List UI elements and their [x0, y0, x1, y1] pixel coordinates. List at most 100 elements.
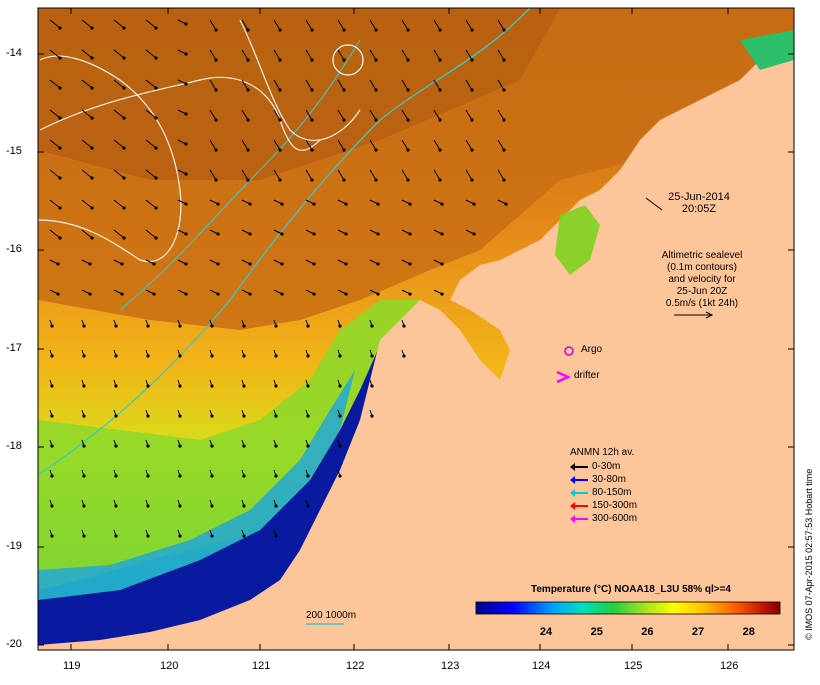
y-tick-label: -18	[6, 440, 22, 452]
velocity-arrowhead	[502, 58, 506, 62]
velocity-arrowhead	[122, 176, 126, 180]
velocity-arrow	[369, 19, 377, 31]
velocity-arrowhead	[154, 146, 158, 150]
isobath-1000m	[37, 7, 531, 476]
velocity-arrow	[497, 79, 505, 91]
isobath-scale-label: 200 1000m	[306, 610, 357, 621]
velocity-arrowhead	[210, 534, 214, 538]
altimetry-line: and velocity for	[668, 274, 736, 285]
velocity-arrow	[401, 49, 409, 61]
velocity-arrowhead	[408, 292, 412, 296]
velocity-arrowhead	[374, 148, 378, 152]
velocity-arrowhead	[342, 58, 346, 62]
velocity-arrowhead	[246, 118, 250, 122]
velocity-arrow	[369, 49, 377, 61]
sealevel-contour	[332, 44, 364, 76]
velocity-arrowhead	[242, 384, 246, 388]
velocity-arrowhead	[248, 202, 252, 206]
colorbar	[475, 601, 781, 615]
velocity-arrowhead	[184, 172, 188, 176]
velocity-arrowhead	[214, 118, 218, 122]
velocity-arrow	[81, 199, 93, 209]
velocity-arrowhead	[344, 232, 348, 236]
y-tick-label: -17	[6, 342, 22, 354]
velocity-arrow	[273, 139, 281, 151]
velocity-arrowhead	[242, 354, 246, 358]
velocity-arrowhead	[370, 354, 374, 358]
velocity-arrowhead	[50, 324, 54, 328]
velocity-arrowhead	[146, 384, 150, 388]
warmest-water-region	[38, 8, 560, 180]
velocity-arrowhead	[58, 146, 62, 150]
velocity-arrow	[81, 229, 93, 239]
velocity-arrow	[241, 169, 249, 181]
velocity-arrowhead	[406, 28, 410, 32]
velocity-arrowhead	[376, 292, 380, 296]
velocity-arrowhead	[306, 444, 310, 448]
legend-label: 80-150m	[592, 487, 632, 498]
velocity-arrowhead	[114, 354, 118, 358]
velocity-arrow	[113, 229, 125, 239]
velocity-arrow	[497, 49, 505, 61]
velocity-arrowhead	[402, 354, 406, 358]
velocity-arrowhead	[246, 88, 250, 92]
timestamp-date: 25-Jun-2014	[668, 191, 730, 203]
cool-transition-water	[38, 370, 355, 600]
plot-frame	[37, 7, 795, 651]
x-tick-label: 121	[252, 660, 271, 672]
velocity-arrowhead	[374, 88, 378, 92]
velocity-arrow-field	[49, 19, 508, 538]
velocity-arrowhead	[178, 354, 182, 358]
colorbar-tick-label: 24	[539, 626, 553, 638]
velocity-arrowhead	[184, 142, 188, 146]
velocity-arrowhead	[338, 384, 342, 388]
legend-arrow-icon	[570, 462, 588, 471]
velocity-arrowhead	[344, 202, 348, 206]
velocity-arrow	[49, 169, 61, 179]
velocity-arrowhead	[374, 178, 378, 182]
velocity-arrow	[305, 169, 313, 181]
velocity-arrowhead	[146, 504, 150, 508]
velocity-arrowhead	[342, 28, 346, 32]
velocity-arrowhead	[82, 534, 86, 538]
velocity-arrow	[465, 49, 473, 61]
velocity-arrow	[401, 139, 409, 151]
velocity-arrowhead	[178, 504, 182, 508]
altimetry-line: Altimetric sealevel	[661, 250, 743, 261]
velocity-arrowhead	[278, 88, 282, 92]
velocity-arrowhead	[312, 232, 316, 236]
velocity-arrowhead	[50, 414, 54, 418]
velocity-arrowhead	[306, 384, 310, 388]
velocity-arrow	[273, 49, 281, 61]
velocity-arrow	[113, 19, 125, 29]
date-pointer-line	[645, 197, 663, 211]
velocity-arrow	[401, 169, 409, 181]
velocity-arrowhead	[470, 88, 474, 92]
velocity-arrowhead	[246, 28, 250, 32]
velocity-arrowhead	[274, 534, 278, 538]
velocity-arrowhead	[184, 232, 188, 236]
velocity-arrow	[145, 229, 157, 239]
velocity-arrowhead	[210, 354, 214, 358]
velocity-arrow	[305, 79, 313, 91]
velocity-arrowhead	[440, 262, 444, 266]
credit-text: © IMOS 07-Apr-2015 02:57:53 Hobart time	[804, 468, 814, 640]
velocity-arrowhead	[376, 232, 380, 236]
legend-arrow-icon	[570, 514, 588, 523]
velocity-arrow	[209, 79, 217, 91]
velocity-arrowhead	[438, 148, 442, 152]
cold-coastal-water	[38, 330, 400, 650]
velocity-arrowhead	[312, 262, 316, 266]
velocity-arrow	[433, 109, 441, 121]
velocity-arrowhead	[58, 26, 62, 30]
velocity-arrowhead	[374, 58, 378, 62]
x-tick-label: 120	[160, 660, 179, 672]
velocity-arrowhead	[406, 58, 410, 62]
velocity-arrowhead	[82, 444, 86, 448]
velocity-arrowhead	[438, 28, 442, 32]
argo-label: Argo	[581, 344, 603, 355]
velocity-arrowhead	[184, 112, 188, 116]
x-tick-label: 119	[63, 660, 81, 672]
velocity-arrowhead	[306, 414, 310, 418]
velocity-arrowhead	[82, 354, 86, 358]
